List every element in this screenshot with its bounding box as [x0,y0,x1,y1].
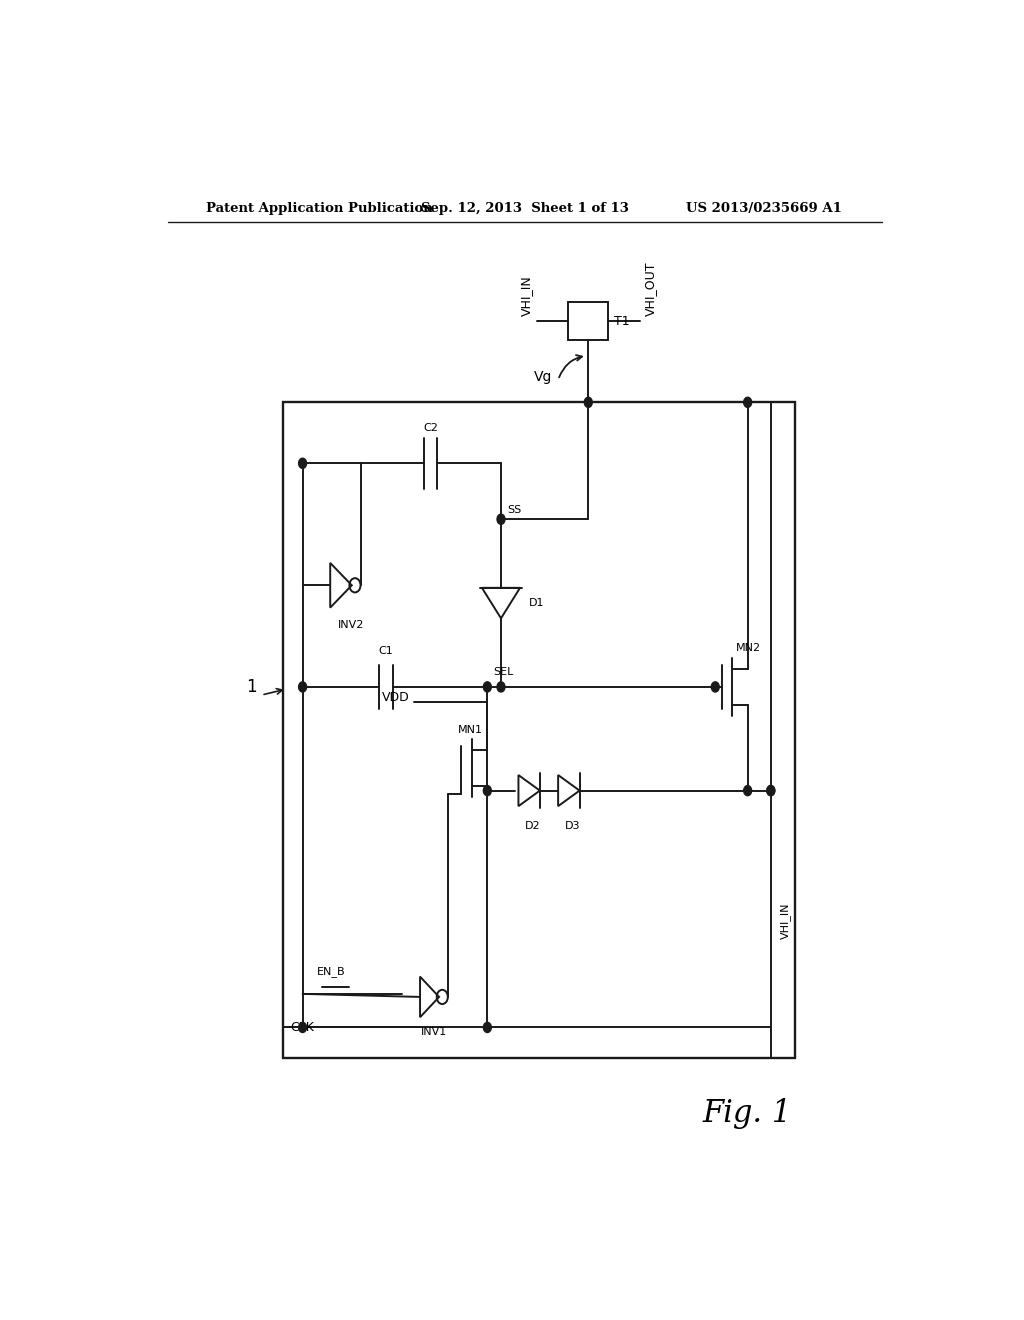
Circle shape [767,785,775,796]
Bar [568,302,608,341]
Circle shape [497,513,505,524]
Text: D1: D1 [528,598,545,609]
Text: VHI_IN: VHI_IN [520,275,532,315]
Circle shape [299,682,306,692]
Text: T1: T1 [614,314,630,327]
Circle shape [299,458,306,469]
Text: MN1: MN1 [458,725,482,735]
Text: VHI_OUT: VHI_OUT [644,261,656,315]
Text: SS: SS [507,506,521,515]
Text: VDD: VDD [382,690,410,704]
Circle shape [767,785,775,796]
Text: CLK: CLK [291,1020,314,1034]
Bar [283,403,795,1057]
Text: VHI_IN: VHI_IN [780,903,792,939]
Circle shape [585,397,592,408]
Text: INV2: INV2 [338,620,365,630]
Text: C1: C1 [379,647,393,656]
Text: 1: 1 [246,678,256,696]
Text: C2: C2 [423,422,438,433]
Circle shape [483,1022,492,1032]
Circle shape [299,1022,306,1032]
Text: Sep. 12, 2013  Sheet 1 of 13: Sep. 12, 2013 Sheet 1 of 13 [421,202,629,215]
Circle shape [743,397,752,408]
Text: D3: D3 [564,821,581,832]
Text: Fig. 1: Fig. 1 [702,1098,792,1130]
Circle shape [743,785,752,796]
Text: Vg: Vg [535,370,553,384]
Text: EN_B: EN_B [316,966,345,977]
Text: D2: D2 [525,821,541,832]
Text: US 2013/0235669 A1: US 2013/0235669 A1 [686,202,842,215]
Text: INV1: INV1 [421,1027,447,1038]
Circle shape [712,682,719,692]
Circle shape [497,682,505,692]
Circle shape [483,785,492,796]
Circle shape [483,682,492,692]
Text: Patent Application Publication: Patent Application Publication [206,202,432,215]
Text: SEL: SEL [494,667,514,677]
Text: MN2: MN2 [736,643,761,653]
